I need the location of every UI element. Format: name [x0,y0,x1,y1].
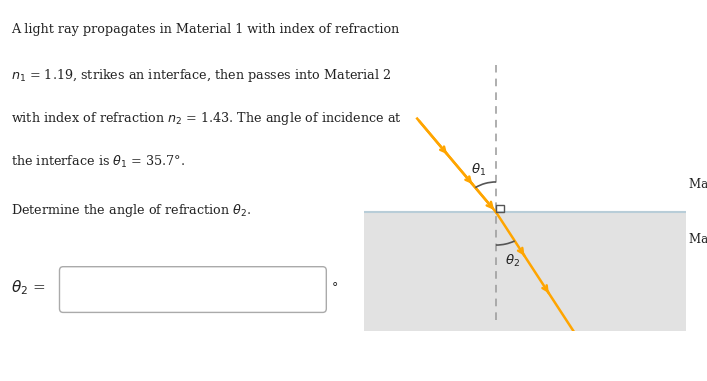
Text: $\theta_1$: $\theta_1$ [471,162,486,178]
FancyBboxPatch shape [59,267,327,312]
Text: the interface is $\theta_1$ = 35.7°.: the interface is $\theta_1$ = 35.7°. [11,154,185,170]
Text: A light ray propagates in Material 1 with index of refraction: A light ray propagates in Material 1 wit… [11,23,399,36]
Text: with index of refraction $n_2$ = 1.43. The angle of incidence at: with index of refraction $n_2$ = 1.43. T… [11,110,402,128]
Text: $\theta_2$ =: $\theta_2$ = [11,278,45,297]
Text: $n_1$ = 1.19, strikes an interface, then passes into Material 2: $n_1$ = 1.19, strikes an interface, then… [11,67,392,84]
Text: $\theta_2$: $\theta_2$ [505,253,520,269]
Bar [496,205,504,212]
Text: Material 2: Material 2 [689,233,707,246]
Text: Determine the angle of refraction $\theta_2$.: Determine the angle of refraction $\thet… [11,202,252,219]
Text: Material 1: Material 1 [689,178,707,191]
Bar [364,212,686,331]
Text: °: ° [332,281,338,294]
